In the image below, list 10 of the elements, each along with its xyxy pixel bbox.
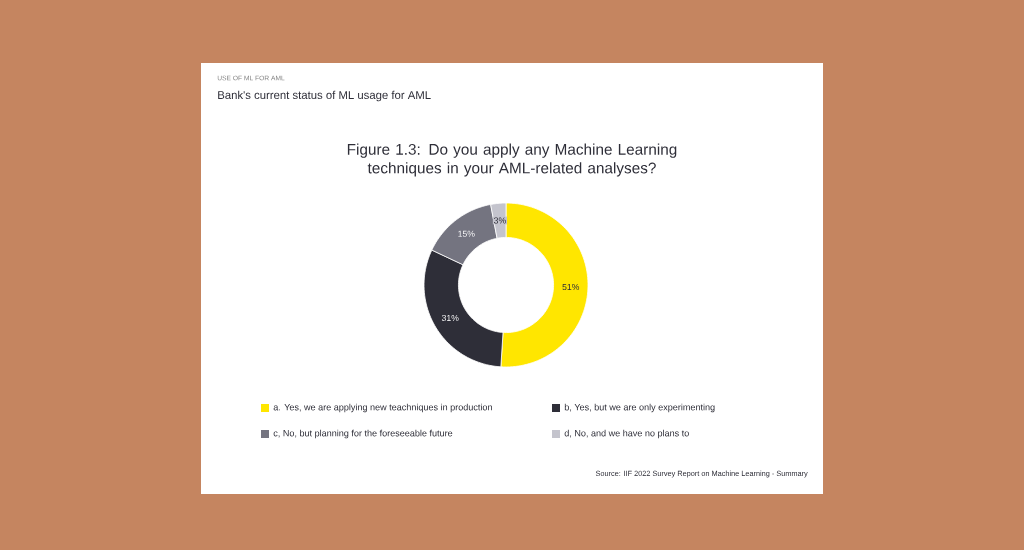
legend-label: d, No, and we have no plans to: [564, 429, 689, 439]
legend-label: b, Yes, but we are only experimenting: [564, 403, 715, 413]
legend-label: a. Yes, we are applying new teachniques in production: [273, 403, 492, 413]
data-label: 3%: [493, 217, 506, 224]
legend-label: c, No, but planning for the foreseeable future: [273, 429, 453, 439]
data-label: 51%: [562, 284, 580, 291]
chart-subtitle: Bank's current status of ML usage for AML: [218, 90, 431, 102]
chart-title: Figure 1.3: Do you apply any Machine Learning techniques in your AML-related analyses?: [347, 143, 677, 177]
data-label: 31%: [441, 314, 459, 322]
data-label: 15%: [458, 230, 475, 237]
